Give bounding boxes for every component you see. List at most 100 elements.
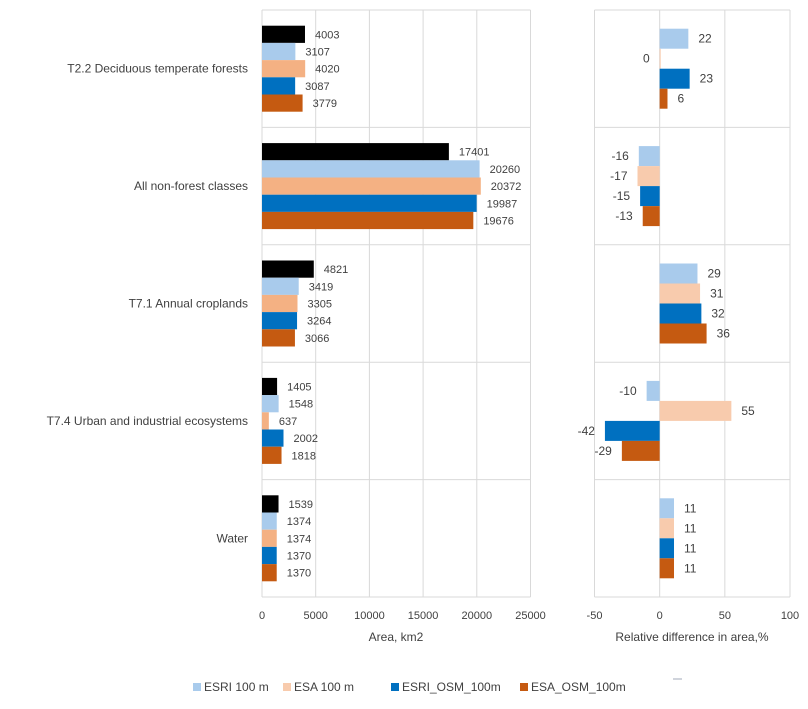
bar [659,263,698,284]
data-label: 3066 [305,333,329,345]
legend-label: ESA_OSM_100m [531,680,626,694]
bar [262,42,296,61]
x-tick-label: 50 [719,610,731,622]
bar [262,429,284,447]
x-tick-label: -50 [587,610,603,622]
data-label: 19987 [487,198,518,210]
x-tick-label: 0 [259,610,265,622]
data-label: 11 [684,501,697,515]
bar [659,48,661,69]
data-label: -16 [611,149,629,163]
bar [262,546,277,565]
bar [262,395,279,413]
data-label: 22 [698,32,712,46]
data-label: 3419 [309,281,333,293]
data-label: 20260 [490,164,521,176]
legend-handle [673,678,682,680]
data-label: 1405 [287,382,311,394]
bar [262,564,277,582]
data-label: 4821 [324,264,348,276]
data-label: 1548 [289,399,313,411]
bar [262,312,298,330]
x-tick-label: 100 [781,610,799,622]
bar [642,206,660,227]
x-tick-label: 0 [657,610,663,622]
data-label: -10 [619,384,637,398]
legend-swatch [283,683,291,691]
legend-label: ESA 100 m [294,680,354,694]
bar [262,194,477,212]
legend-label: ESRI_OSM_100m [402,680,501,694]
data-label: 3264 [307,316,331,328]
data-label: 3107 [305,47,329,59]
legend-swatch [193,683,201,691]
bar [659,538,675,559]
data-label: 32 [711,307,725,321]
category-label: T2.2 Deciduous temperate forests [67,62,248,76]
legend-label: ESRI 100 m [204,680,269,694]
legend-swatch [391,683,399,691]
data-label: 0 [643,52,650,66]
bar [262,77,296,95]
data-label: 3779 [313,98,337,110]
category-label: All non-forest classes [134,179,248,193]
bar [262,329,295,347]
bar [262,25,305,43]
data-label: 4003 [315,29,339,41]
bar [659,518,675,539]
data-label: -29 [595,444,613,458]
bar [262,94,303,112]
data-label: 29 [707,267,721,281]
data-label: 20372 [491,181,522,193]
bar [638,146,660,167]
data-label: 23 [700,72,714,86]
data-label: -42 [578,424,596,438]
data-label: 3087 [305,81,329,93]
bar [262,143,449,161]
bar [659,28,689,49]
bar [604,420,660,441]
x-axis-label-relative: Relative difference in area,% [615,630,769,644]
x-tick-label: 25000 [515,610,546,622]
bar [262,211,474,230]
bar [262,294,298,313]
bar [646,380,660,401]
bar [659,283,701,304]
data-label: 1374 [287,516,311,528]
bar [262,412,269,430]
x-tick-label: 10000 [354,610,385,622]
data-label: 6 [677,92,684,106]
data-label: 31 [710,287,724,301]
x-axis-label-area: Area, km2 [369,630,424,644]
bar [262,529,277,547]
bar [659,323,707,344]
data-label: 1370 [287,568,311,580]
bar [262,446,282,464]
relative-difference-panel: -50 0 50 100 22 0 23 6 -16 -17 -15 -13 29 31 32 36 -10 55… [578,9,799,622]
data-label: 11 [684,541,697,555]
data-label: 1539 [289,499,313,511]
data-label: -17 [610,169,628,183]
category-label: Water [216,531,248,545]
data-label: 11 [684,561,697,575]
bar [262,495,279,513]
bar [659,68,690,89]
legend-swatch [520,683,528,691]
data-label: 11 [684,521,697,535]
bar [262,177,481,195]
area-panel: 0 5000 10000 15000 20000 25000 T2.2 Deciduous … [47,9,546,622]
data-label: 55 [741,404,755,418]
data-label: 637 [279,416,297,428]
data-label: 1374 [287,533,311,545]
legend: ESRI 100 m ESA 100 m ESRI_OSM_100m ESA_OSM_… [193,680,626,694]
data-label: 1818 [292,450,316,462]
x-tick-label: 15000 [408,610,439,622]
bar [262,512,277,530]
data-label: 36 [717,327,731,341]
bar [637,166,660,187]
bar [659,303,702,324]
x-tick-label: 20000 [462,610,493,622]
x-tick-label: 5000 [303,610,327,622]
